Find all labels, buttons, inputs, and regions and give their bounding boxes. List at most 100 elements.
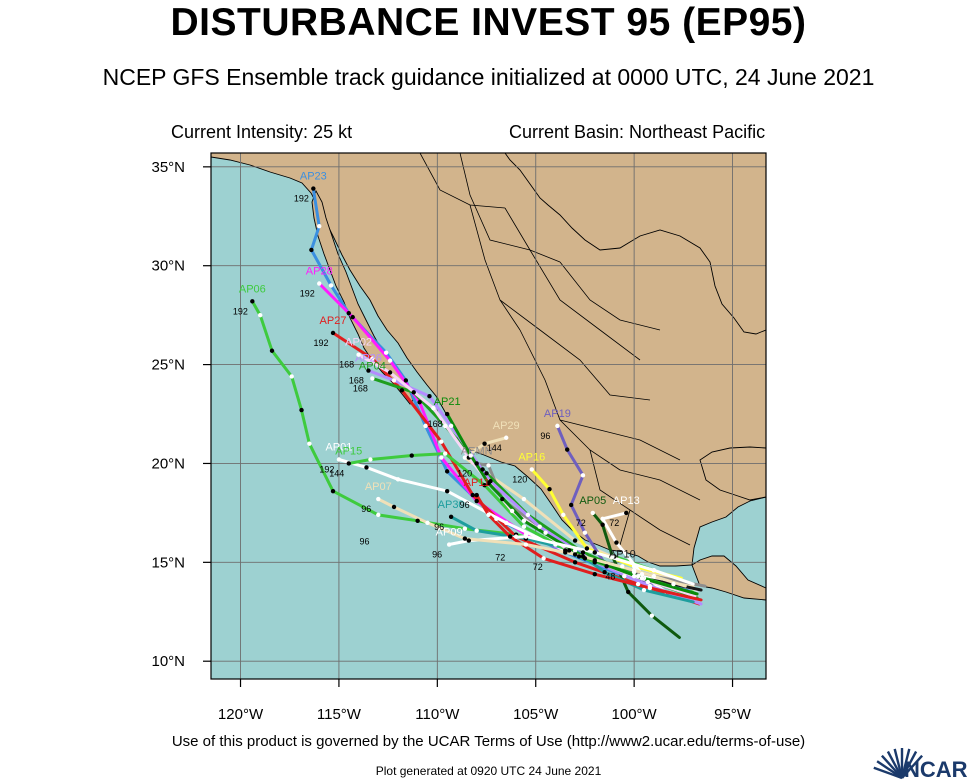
terms-of-use: Use of this product is governed by the U…	[171, 733, 806, 750]
track-dot	[580, 473, 586, 478]
track-dot	[507, 534, 513, 539]
track-label-aemn: AEMN	[461, 445, 493, 457]
track-dot	[425, 520, 430, 525]
state-border	[619, 509, 631, 546]
track-dot	[494, 516, 499, 522]
track-ap07	[376, 497, 687, 588]
lon-label: 110°W	[415, 706, 460, 723]
track-dot	[330, 330, 336, 336]
logo-ray	[873, 766, 903, 780]
track-dot	[584, 546, 590, 551]
track-dot	[543, 530, 548, 535]
track-dot	[299, 407, 304, 413]
state-border	[459, 153, 561, 263]
page-title: DISTURBANCE INVEST 95 (EP95)	[170, 1, 807, 44]
lon-label: 95°W	[714, 706, 752, 723]
track-dot	[311, 186, 316, 191]
track-dot	[592, 571, 597, 577]
track-dot	[647, 585, 653, 591]
state-border	[589, 449, 661, 531]
track-dot	[553, 542, 558, 547]
track-dot	[330, 488, 336, 494]
track-dot	[417, 399, 422, 405]
track-hour-label: 144	[329, 468, 344, 478]
track-dot	[474, 498, 479, 504]
lon-label: 115°W	[317, 706, 362, 723]
track-dot	[580, 554, 586, 559]
track-dot	[486, 463, 491, 468]
track-dot	[600, 516, 605, 522]
track-dot	[317, 281, 322, 286]
track-dot	[366, 368, 371, 373]
track-dot	[427, 394, 432, 399]
track-dot	[626, 589, 631, 595]
track-label-ap02: AP02	[345, 337, 372, 349]
track-dot	[537, 524, 542, 529]
track-hour-label: 96	[361, 504, 371, 514]
track-label-ap19: AP19	[544, 408, 571, 420]
track-dot	[480, 467, 485, 472]
track-dot	[439, 439, 444, 444]
current-intensity: Current Intensity: 25 kt	[171, 122, 353, 142]
track-dot	[368, 457, 373, 462]
track-hour-label: 96	[460, 500, 470, 510]
track-dot	[444, 488, 450, 494]
track-dot	[639, 571, 645, 577]
lat-label: 20°N	[151, 455, 185, 472]
track-dot	[346, 461, 351, 466]
track-dot	[350, 314, 355, 320]
track-dot	[482, 483, 487, 488]
track-dot	[576, 554, 582, 559]
track-dot	[346, 310, 351, 316]
track-label-ap26: AP26	[355, 353, 382, 365]
track-label-ap30: AP30	[438, 499, 465, 511]
track-dot	[620, 564, 625, 569]
track-hour-label: 72	[609, 518, 619, 528]
track-hour-label: 168	[353, 383, 368, 393]
track-dot	[610, 554, 615, 559]
track-hour-label: 72	[576, 518, 586, 528]
track-dot	[504, 520, 509, 525]
track-dot	[671, 581, 676, 587]
track-dot	[443, 423, 448, 429]
track-dot	[328, 283, 334, 288]
land-gulf-coast	[504, 153, 766, 335]
track-dot	[572, 548, 578, 553]
current-basin: Current Basin: Northeast Pacific	[509, 122, 766, 142]
track-dot	[370, 356, 375, 361]
track-dot	[309, 247, 314, 253]
track-dot	[555, 423, 560, 429]
track-dot	[387, 370, 393, 375]
track-label-ap05: AP05	[579, 495, 606, 507]
track-label-ap01: AP01	[325, 442, 352, 454]
track-hour-label: 96	[434, 522, 444, 532]
track-dot	[645, 579, 651, 585]
track-dot	[529, 467, 534, 472]
track-dot	[403, 378, 409, 383]
track-dot	[523, 542, 529, 547]
track-dot	[484, 471, 489, 476]
track-hour-label: 168	[339, 360, 354, 370]
forecast-hour-label: 96	[360, 537, 370, 547]
track-dot	[592, 550, 597, 555]
track-label-ap29: AP29	[493, 420, 520, 432]
track-dot	[474, 528, 479, 533]
track-label-ap11: AP11	[464, 477, 490, 489]
track-hour-label: 168	[349, 376, 364, 386]
track-dot	[631, 568, 637, 573]
track-dot	[572, 560, 578, 565]
track-dot	[641, 587, 647, 593]
track-label-ap15: AP15	[335, 445, 362, 457]
track-dot	[356, 352, 361, 357]
track-dot	[604, 564, 609, 569]
state-borders	[419, 153, 701, 546]
track-dot	[307, 441, 312, 446]
track-dot	[462, 526, 468, 531]
track-label-ap27: AP27	[320, 315, 347, 327]
lat-label: 10°N	[151, 653, 185, 670]
track-dot	[521, 524, 527, 529]
track-dot	[395, 477, 401, 482]
track-dot	[521, 518, 527, 524]
track-hour-label: 192	[314, 338, 329, 348]
state-border	[419, 153, 506, 209]
